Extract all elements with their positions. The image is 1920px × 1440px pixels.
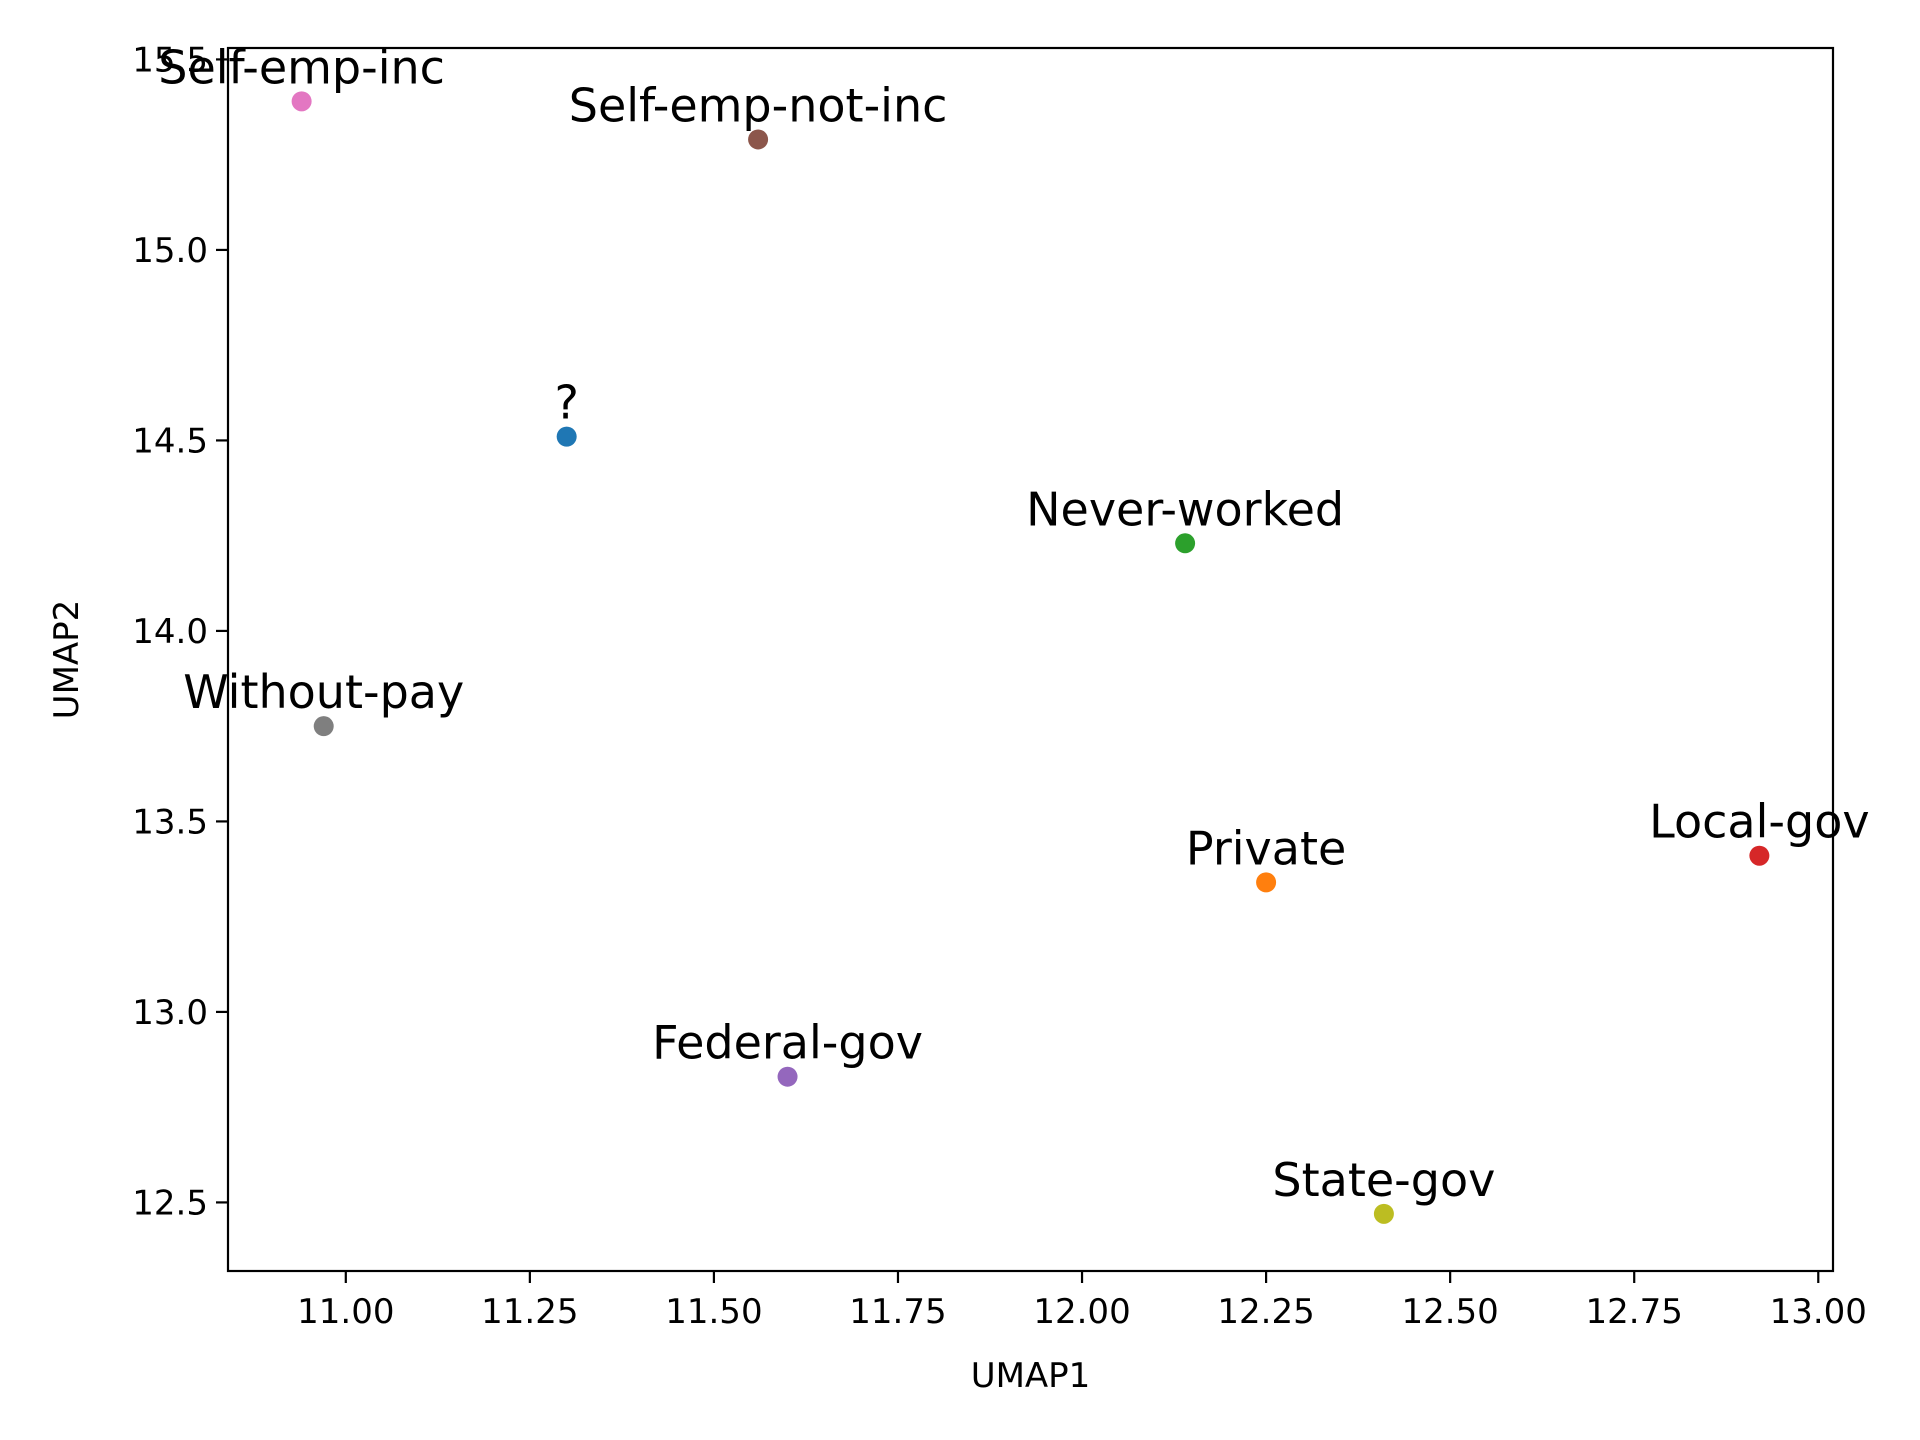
- data-point: [748, 129, 769, 150]
- point-label: Never-worked: [1026, 482, 1344, 536]
- y-tick-label: 13.5: [132, 802, 208, 842]
- y-axis-ticks: 12.5 13.0 13.5 14.0 14.5 15.0 15.5: [132, 40, 228, 1223]
- point-label: ?: [554, 376, 578, 430]
- data-point: [1373, 1203, 1394, 1224]
- y-tick-label: 14.0: [132, 612, 208, 652]
- x-tick-label: 12.25: [1217, 1292, 1314, 1332]
- point-label: State-gov: [1272, 1153, 1495, 1207]
- y-tick-label: 14.5: [132, 421, 208, 461]
- y-axis-title: UMAP2: [47, 600, 87, 720]
- y-tick-label: 15.0: [132, 231, 208, 271]
- y-tick-label: 13.0: [132, 993, 208, 1033]
- x-tick-label: 12.50: [1401, 1292, 1498, 1332]
- data-point: [291, 91, 312, 112]
- y-tick-label: 15.5: [132, 40, 208, 80]
- y-tick-label: 12.5: [132, 1183, 208, 1223]
- data-point: [1256, 872, 1277, 893]
- x-tick-label: 12.00: [1033, 1292, 1130, 1332]
- data-points: [291, 91, 1770, 1224]
- point-label: Federal-gov: [652, 1016, 923, 1070]
- point-label: Private: [1186, 821, 1346, 875]
- x-tick-label: 11.00: [297, 1292, 394, 1332]
- x-axis-ticks: 11.00 11.25 11.50 11.75 12.00 12.25 12.50 12.75…: [297, 1271, 1867, 1332]
- x-tick-label: 11.25: [481, 1292, 578, 1332]
- x-tick-label: 13.00: [1770, 1292, 1867, 1332]
- x-tick-label: 11.75: [849, 1292, 946, 1332]
- data-point: [1749, 845, 1770, 866]
- x-axis-title: UMAP1: [971, 1356, 1091, 1396]
- data-point: [556, 426, 577, 447]
- point-label: Self-emp-not-inc: [569, 78, 948, 132]
- x-tick-label: 12.75: [1586, 1292, 1683, 1332]
- point-label: Without-pay: [183, 665, 464, 719]
- data-point: [313, 716, 334, 737]
- x-tick-label: 11.50: [665, 1292, 762, 1332]
- point-label: Local-gov: [1649, 795, 1869, 849]
- data-point: [1175, 533, 1196, 554]
- plot-frame: [226, 46, 1835, 1273]
- point-label: Self-emp-inc: [158, 40, 445, 94]
- data-point: [777, 1066, 798, 1087]
